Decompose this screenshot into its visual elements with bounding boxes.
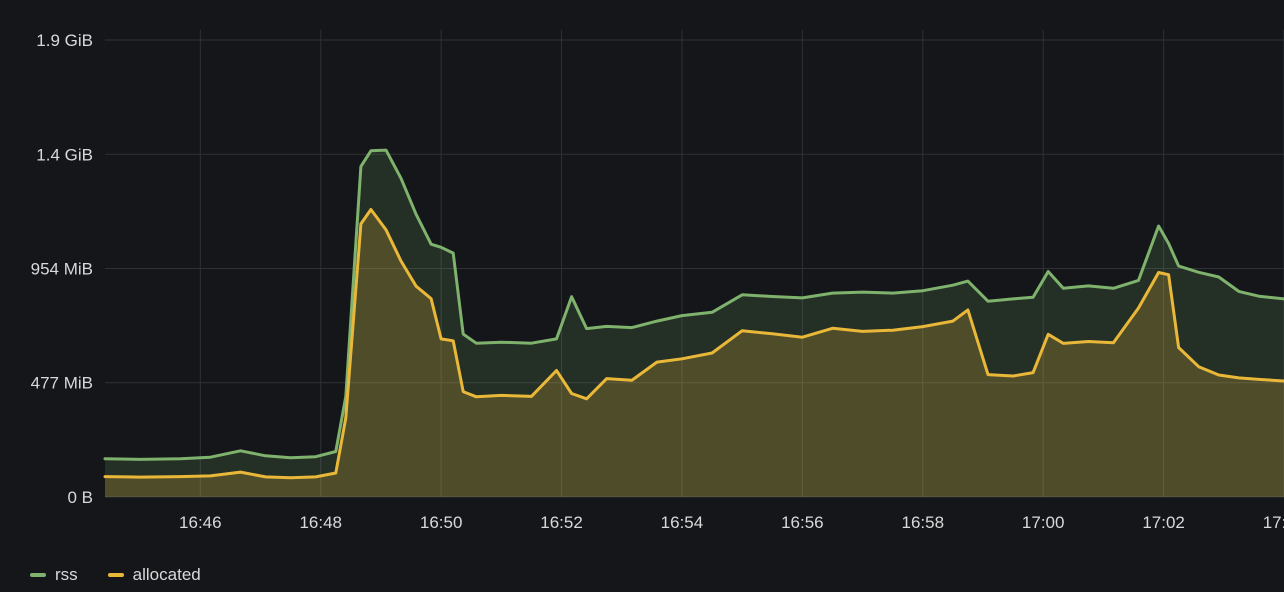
time-series-plot[interactable]: 0 B 477 MiB 954 MiB 1.4 GiB 1.9 GiB 16:46 16:4…: [0, 0, 1284, 545]
y-axis-tick-label: 0 B: [67, 488, 93, 507]
legend-label-rss: rss: [55, 565, 78, 584]
series-area-rss: [105, 150, 1284, 497]
x-axis-tick-label: 16:52: [540, 513, 583, 532]
x-axis-tick-label: 17:00: [1022, 513, 1065, 532]
memory-usage-graph[interactable]: 0 B 477 MiB 954 MiB 1.4 GiB 1.9 GiB 16:46 16:4…: [0, 0, 1284, 545]
x-axis-tick-label: 17:02: [1142, 513, 1185, 532]
legend-label-allocated: allocated: [132, 565, 201, 584]
series-line-allocated: [103, 208, 1284, 480]
x-axis-tick-label: 16:46: [179, 513, 222, 532]
x-axis-tick-label: 16:48: [299, 513, 342, 532]
x-axis-tick-label: 16:50: [420, 513, 463, 532]
legend-item-allocated[interactable]: allocated: [107, 565, 201, 584]
y-axis-tick-label: 1.4 GiB: [36, 145, 93, 164]
x-axis-tick-label: 16:58: [902, 513, 945, 532]
y-axis-tick-label: 954 MiB: [31, 260, 93, 279]
rss-series-line-icon: [30, 572, 46, 577]
y-axis-tick-label: 477 MiB: [31, 374, 93, 393]
x-axis-tick-label: 16:56: [781, 513, 824, 532]
y-axis-tick-label: 1.9 GiB: [36, 31, 93, 50]
x-axis-tick-label: 16:54: [661, 513, 704, 532]
legend: rss allocated: [30, 566, 201, 583]
series-line-rss: [103, 148, 1284, 461]
allocated-series-line-icon: [107, 572, 124, 577]
legend-item-rss[interactable]: rss: [30, 566, 78, 583]
x-axis-tick-label: 17:04: [1263, 513, 1284, 532]
series-area-allocated: [105, 209, 1284, 497]
